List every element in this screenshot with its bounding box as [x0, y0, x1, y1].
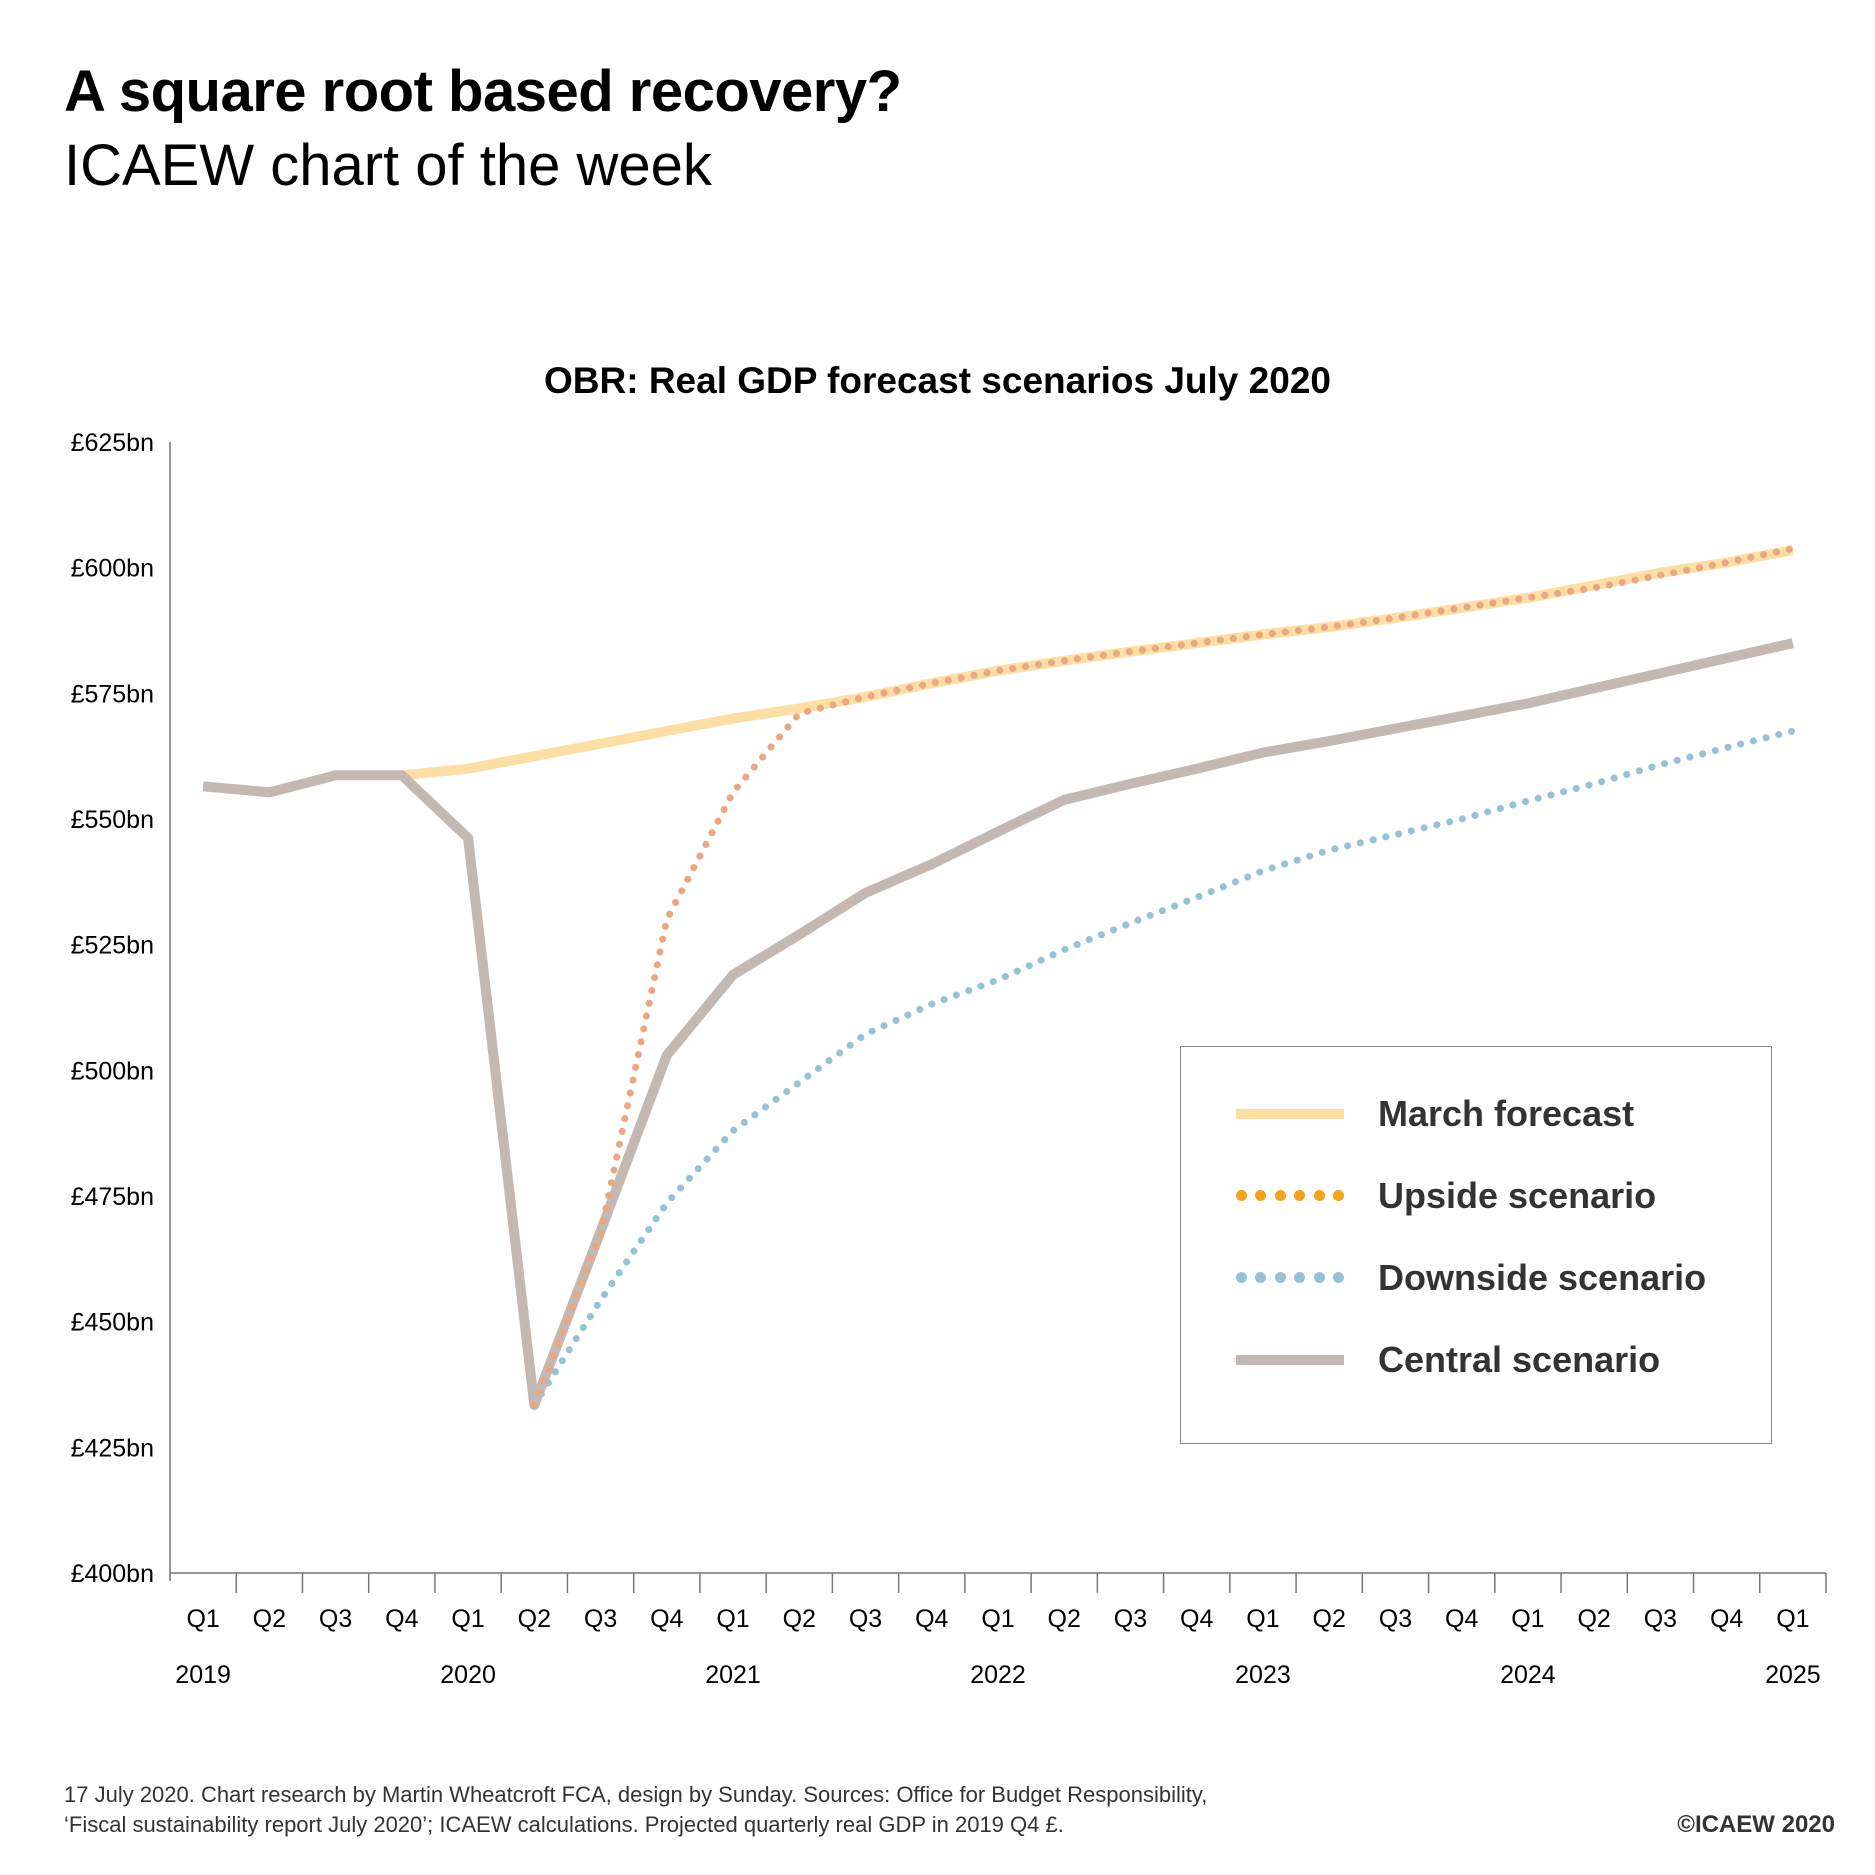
x-tick-label-quarter: Q1 [1776, 1605, 1809, 1633]
legend-item-central: Central scenario [1236, 1335, 1660, 1385]
x-tick-label-quarter: Q4 [385, 1605, 418, 1633]
y-tick-label: £625bn [71, 429, 154, 457]
x-tick-label-quarter: Q1 [716, 1605, 749, 1633]
x-tick-label-quarter: Q2 [518, 1605, 551, 1633]
legend-label: Upside scenario [1378, 1175, 1657, 1216]
x-tick-label-quarter: Q1 [1246, 1605, 1279, 1633]
x-tick-label-year: 2024 [1500, 1661, 1556, 1689]
x-tick-label-quarter: Q4 [1445, 1605, 1478, 1633]
x-tick-label-year: 2025 [1765, 1661, 1821, 1689]
legend-dot [1313, 1190, 1325, 1201]
x-tick-label-quarter: Q4 [1180, 1605, 1213, 1633]
y-tick-label: £525bn [71, 932, 154, 960]
legend-label: Central scenario [1378, 1339, 1661, 1380]
x-tick-label-quarter: Q4 [1710, 1605, 1743, 1633]
legend: March forecast Upside scenario Downside … [1180, 1046, 1772, 1444]
x-tick-label-quarter: Q1 [1511, 1605, 1544, 1633]
legend-item-march: March forecast [1236, 1089, 1634, 1139]
legend-dot [1332, 1272, 1344, 1283]
series-line-upside [530, 545, 1797, 1409]
x-tick-label-quarter: Q1 [186, 1605, 219, 1633]
x-tick-label-quarter: Q3 [584, 1605, 617, 1633]
legend-dot [1274, 1190, 1286, 1201]
x-tick-label-quarter: Q4 [915, 1605, 948, 1633]
x-tick-label-year: 2021 [705, 1661, 761, 1689]
x-tick-label-quarter: Q1 [451, 1605, 484, 1633]
x-tick-label-quarter: Q2 [783, 1605, 816, 1633]
page-subtitle: ICAEW chart of the week [64, 133, 712, 198]
y-tick-label: £475bn [71, 1183, 154, 1211]
chart-title: OBR: Real GDP forecast scenarios July 20… [544, 360, 1331, 401]
legend-item-upside: Upside scenario [1236, 1171, 1656, 1221]
y-tick-label: £400bn [71, 1560, 154, 1588]
x-tick-label-year: 2023 [1235, 1661, 1291, 1689]
legend-label: Downside scenario [1378, 1257, 1707, 1298]
y-tick-label: £450bn [71, 1309, 154, 1337]
series-line-downside [530, 727, 1797, 1409]
x-tick-label-quarter: Q3 [1379, 1605, 1412, 1633]
y-tick-label: £550bn [71, 806, 154, 834]
legend-swatch-downside [1236, 1271, 1344, 1285]
legend-dot [1255, 1272, 1267, 1283]
x-tick-label-quarter: Q3 [319, 1605, 352, 1633]
x-tick-label-quarter: Q4 [650, 1605, 683, 1633]
legend-dot [1313, 1272, 1325, 1283]
legend-label: March forecast [1378, 1093, 1635, 1134]
footer-line-1: 17 July 2020. Chart research by Martin W… [64, 1782, 1208, 1807]
y-tick-label: £600bn [71, 555, 154, 583]
legend-dot [1236, 1272, 1247, 1283]
footer-line-2: ‘Fiscal sustainability report July 2020’… [64, 1812, 1064, 1837]
copyright: ©ICAEW 2020 [1677, 1811, 1835, 1838]
x-tick-label-quarter: Q1 [981, 1605, 1014, 1633]
x-tick-label-quarter: Q2 [1313, 1605, 1346, 1633]
y-tick-label: £425bn [71, 1434, 154, 1462]
series-line-central [202, 638, 1795, 1411]
series-group [202, 545, 1797, 1411]
x-tick-label-year: 2020 [440, 1661, 496, 1689]
page-title: A square root based recovery? [64, 59, 902, 124]
legend-swatch-upside [1236, 1189, 1344, 1203]
legend-dot [1274, 1272, 1286, 1283]
legend-swatch-march [1236, 1107, 1344, 1121]
legend-swatch-central [1236, 1353, 1344, 1367]
x-tick-label-quarter: Q3 [1644, 1605, 1677, 1633]
footer-notes: 17 July 2020. Chart research by Martin W… [64, 1780, 1207, 1840]
legend-dot [1332, 1190, 1344, 1201]
x-tick-label-quarter: Q3 [1114, 1605, 1147, 1633]
series-line-march [401, 545, 1794, 781]
legend-dot [1255, 1190, 1267, 1201]
legend-dot [1294, 1190, 1306, 1201]
legend-dot [1236, 1190, 1247, 1201]
axes: £400bn £425bn £450bn £475bn £500bn £525bn £550… [71, 429, 1827, 1689]
x-tick-label-quarter: Q2 [1048, 1605, 1081, 1633]
legend-dot [1294, 1272, 1306, 1283]
y-tick-label: £500bn [71, 1057, 154, 1085]
x-tick-label-quarter: Q2 [1577, 1605, 1610, 1633]
x-tick-label-quarter: Q2 [253, 1605, 286, 1633]
x-tick-label-year: 2022 [970, 1661, 1026, 1689]
y-tick-label: £575bn [71, 680, 154, 708]
x-tick-label-quarter: Q3 [849, 1605, 882, 1633]
x-tick-label-year: 2019 [175, 1661, 231, 1689]
legend-item-downside: Downside scenario [1236, 1253, 1706, 1303]
